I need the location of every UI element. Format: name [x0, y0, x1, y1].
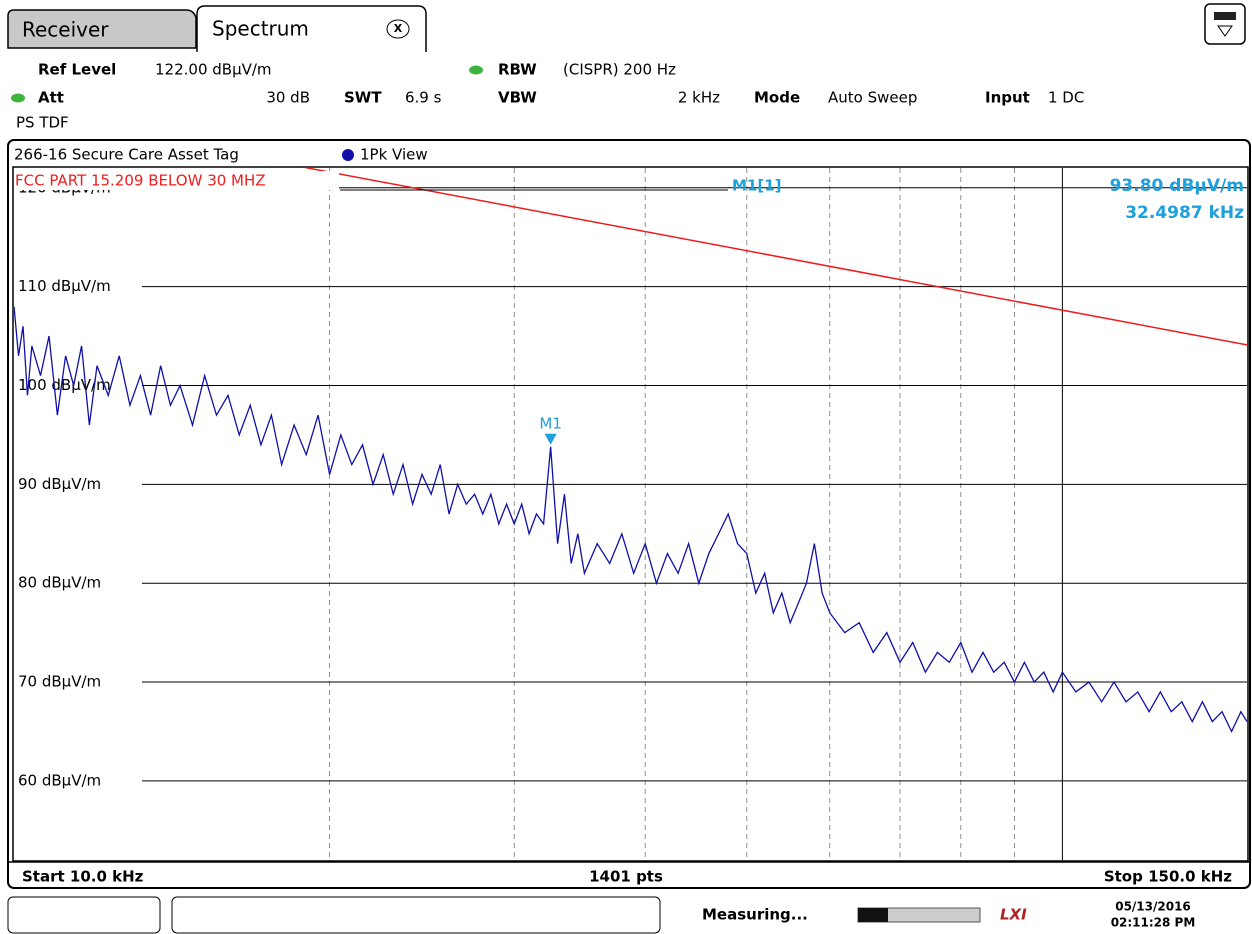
date: 05/13/2016 [1115, 900, 1191, 914]
y-tick-label: 60 dBµV/m [18, 771, 101, 789]
setting-label: Att [38, 89, 64, 107]
marker-frequency: 32.4987 kHz [1125, 203, 1244, 223]
marker [544, 433, 557, 445]
softkey[interactable] [171, 896, 661, 934]
marker-label: M1 [539, 414, 562, 432]
diagram-frame [7, 139, 1251, 889]
setting-value: 2 kHz [678, 89, 720, 107]
receiver-tab[interactable] [7, 9, 197, 49]
setting-value: 6.9 s [405, 89, 442, 107]
softkey[interactable] [7, 896, 161, 934]
limit-label-bg [14, 171, 339, 190]
receiver-tab-label[interactable]: Receiver [22, 18, 109, 42]
marker-value: 93.80 dBµV/m [1110, 176, 1244, 196]
spectrum-tab-label[interactable]: Spectrum [212, 17, 309, 41]
setting-label: Input [985, 89, 1030, 107]
setting-label: Ref Level [38, 61, 116, 79]
setting-value: 122.00 dBµV/m [155, 61, 272, 79]
status-text: Measuring... [702, 906, 808, 924]
y-tick-label: 100 dBµV/m [18, 376, 111, 394]
setting-label: SWT [344, 89, 382, 107]
points-label: 1401 pts [589, 868, 663, 886]
y-tick-label: 70 dBµV/m [18, 673, 101, 691]
start-label: Start 10.0 kHz [22, 868, 144, 886]
menu-button[interactable] [1204, 3, 1246, 45]
close-label[interactable]: X [394, 22, 403, 35]
setting-value: Auto Sweep [828, 89, 917, 107]
lxi-logo: LXI [1000, 906, 1027, 924]
trace [14, 306, 1247, 734]
marker-readout: M1[1] [732, 177, 782, 195]
spectrum-tab[interactable] [196, 5, 427, 52]
menu-arrow [1217, 25, 1233, 37]
setting-label: VBW [498, 89, 537, 107]
setting-value: 1 DC [1048, 89, 1084, 107]
limit-line [303, 168, 1247, 346]
progress-fill [858, 908, 888, 922]
y-tick-label: 110 dBµV/m [18, 277, 111, 295]
time: 02:11:28 PM [1111, 916, 1196, 930]
menu-icon [1214, 12, 1236, 20]
limit-label: FCC PART 15.209 BELOW 30 MHZ [15, 172, 266, 190]
setting-label: RBW [498, 61, 537, 79]
status-dot [469, 65, 483, 75]
y-tick-label: 90 dBµV/m [18, 475, 101, 493]
close-button[interactable] [386, 19, 410, 39]
setting-value: (CISPR) 200 Hz [563, 61, 676, 79]
y-tick-label: 80 dBµV/m [18, 574, 101, 592]
trace-dot [342, 149, 354, 161]
plot-title: 266-16 Secure Care Asset Tag [14, 146, 239, 164]
detector: PS TDF [16, 114, 69, 132]
stop-label: Stop 150.0 kHz [1104, 868, 1232, 886]
trace-label: 1Pk View [360, 146, 428, 164]
plot-area [12, 166, 1249, 862]
status-dot [11, 93, 25, 103]
setting-label: Mode [754, 89, 800, 107]
setting-value: 30 dB [266, 89, 310, 107]
